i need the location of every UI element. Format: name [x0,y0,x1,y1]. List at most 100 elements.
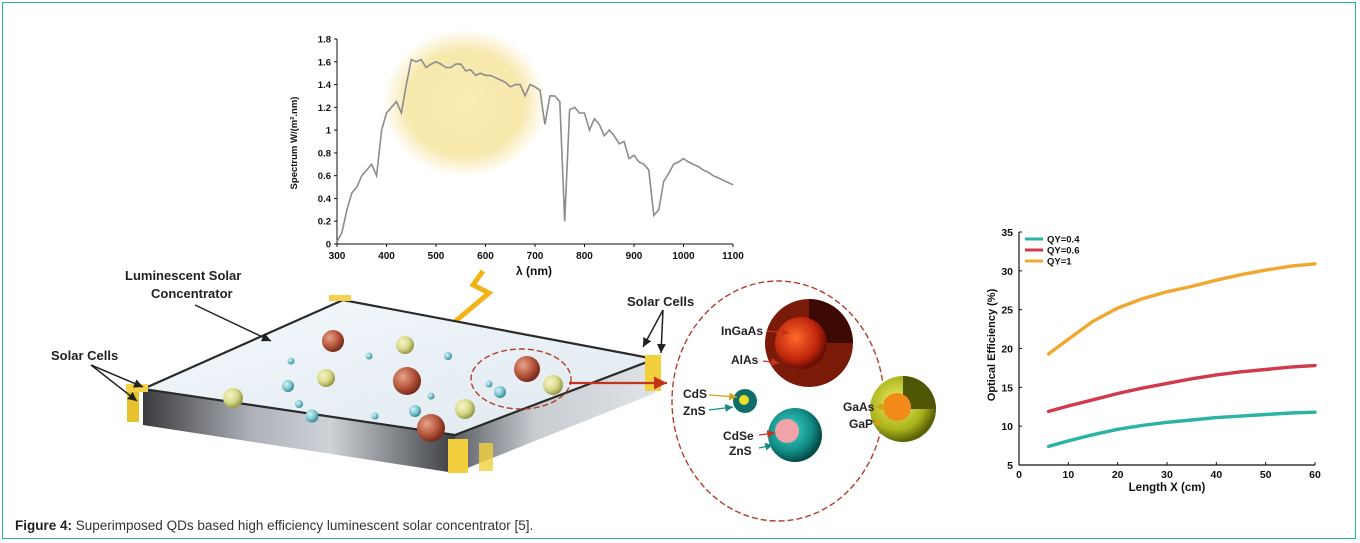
qd-teal [371,412,379,420]
legend-label: QY=1 [1047,257,1072,268]
qd-teal [365,352,373,360]
legend-label: QY=0.4 [1047,235,1080,246]
qd-teal [282,380,294,392]
efficiency-y-tick-label: 15 [1001,382,1013,394]
qd-zns-label-1: ZnS [683,404,706,418]
figure-caption: Figure 4: Superimposed QDs based high ef… [15,518,533,533]
spectrum-y-tick-label: 0.8 [318,148,331,159]
efficiency-y-tick-label: 25 [1001,305,1013,317]
spectrum-ylabel: Spectrum W/(m².nm) [289,97,300,190]
qd-yellow [455,399,475,419]
qd-gaas-core [883,393,911,421]
qd-gap-pointer [874,419,884,427]
qd-cdse-label: CdSe [723,429,754,443]
efficiency-y-tick-label: 30 [1001,266,1013,278]
qd-teal [409,405,421,417]
efficiency-ylabel: Optical Efficiency (%) [986,288,998,401]
slab-front [143,389,455,473]
solar-cell-strip [448,439,468,473]
qd-brown [417,414,445,442]
qd-yellow [317,369,335,387]
qd-teal [444,352,452,360]
efficiency-series-line [1046,410,1317,449]
qd-zns-label-2: ZnS [729,444,752,458]
qd-ingaas-core [775,317,827,369]
efficiency-lines [1046,262,1317,449]
qd-alas-pointer [762,358,780,366]
efficiency-x-tick-label: 50 [1260,469,1272,481]
qd-zns-pointer-1 [708,404,734,412]
figure-illustration: 300 400 500 600 700 800 900 1000 110000.20.40.60… [51,29,1345,522]
spectrum-y-tick-label: 0.2 [318,217,331,228]
qd-cds-label: CdS [683,387,707,401]
qd-teal [295,400,303,408]
solar-cells-left-pointer [90,364,138,402]
legend-label: QY=0.6 [1047,246,1079,257]
qd-cds-pointer [708,392,738,401]
solar-cell-strip [645,355,661,391]
lsc-pointer [194,304,272,342]
qd-teal [427,392,435,400]
solar-cell-strip [329,295,351,301]
spectrum-y-tick-label: 1.8 [318,35,331,46]
qd-teal [494,386,506,398]
qd-brown [514,356,540,382]
solar-cells-left-pointer [90,364,144,388]
spectrum-x-tick-label: 300 [329,251,346,262]
efficiency-x-tick-label: 40 [1210,469,1222,481]
qd-cdse-core [775,419,799,443]
caption-text: Superimposed QDs based high efficiency l… [72,518,534,533]
efficiency-x-tick-label: 30 [1161,469,1173,481]
efficiency-x-tick-label: 10 [1062,469,1074,481]
efficiency-y-tick-label: 5 [1007,460,1013,472]
qd-alas-label: AlAs [731,353,759,367]
solar-cells-right-pointer [656,309,666,354]
spectrum-x-tick-label: 900 [626,251,643,262]
solar-cell-strip [126,384,148,392]
spectrum-x-tick-label: 400 [378,251,395,262]
qd-yellow [396,336,414,354]
efficiency-y-tick-label: 10 [1001,421,1013,433]
spectrum-y-tick-label: 1.4 [318,80,332,91]
efficiency-xlabel: Length X (cm) [1129,482,1206,494]
efficiency-y-tick-label: 35 [1001,227,1013,239]
qd-zns-pointer-2 [758,442,774,451]
efficiency-series-line [1046,363,1317,414]
spectrum-y-tick-label: 1.6 [318,57,331,68]
qd-brown [393,367,421,395]
spectrum-x-tick-label: 600 [477,251,494,262]
qd-teal [287,357,295,365]
efficiency-ticks: 0 10 20 30 40 50 60 5 10 15 20 25 30 35 [1001,227,1321,481]
qd-cdse-pointer [758,430,776,438]
qd-ingaas-label: InGaAs [721,324,763,338]
solar-cell-strip [479,443,493,471]
efficiency-chart: 0 10 20 30 40 50 60 5 10 15 20 25 30 35 QY=0.4QY=0.6Q… [986,210,1345,494]
spectrum-x-tick-label: 700 [527,251,544,262]
efficiency-y-tick-label: 20 [1001,344,1013,356]
spectrum-x-tick-label: 800 [576,251,593,262]
spectrum-y-tick-label: 0 [326,240,331,251]
spectrum-y-tick-label: 0.4 [318,194,332,205]
qd-ingaas-pointer [766,328,790,337]
solar-cells-right-pointer [642,309,664,348]
efficiency-x-tick-label: 60 [1309,469,1321,481]
spectrum-ticks: 300 400 500 600 700 800 900 1000 1100 0 0.2 0.4 0.6 0… [318,35,745,263]
solar-cells-left-label: Solar Cells [51,348,118,363]
qd-brown [322,330,344,352]
qd-yellow [223,388,243,408]
qd-gap-cut [903,376,936,409]
qd-cds-core [739,395,749,405]
spectrum-y-tick-label: 1.2 [318,103,331,114]
solar-cell-strip [127,392,139,422]
efficiency-x-tick-label: 0 [1016,469,1022,481]
spectrum-y-tick-label: 0.6 [318,171,331,182]
lsc-label-line1: Luminescent Solar [125,268,241,283]
solar-cells-right-label: Solar Cells [627,294,694,309]
qd-gap-label: GaP [849,417,873,431]
qd-gaas-label: GaAs [843,400,875,414]
zoom-region [470,348,572,410]
lsc-label-line2: Concentrator [151,286,233,301]
spectrum-xlabel: λ (nm) [516,264,552,278]
slab-side [455,359,655,473]
efficiency-legend: QY=0.4QY=0.6QY=1 [1025,235,1080,268]
